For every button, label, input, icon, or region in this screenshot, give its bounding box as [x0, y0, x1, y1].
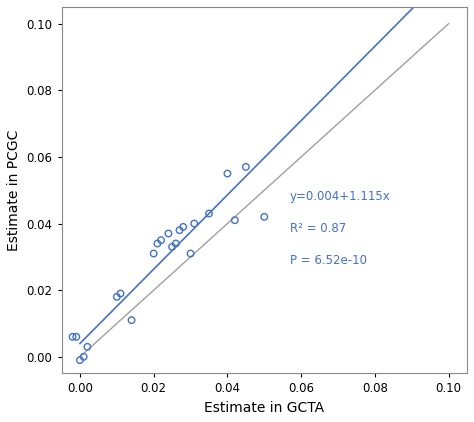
Point [224, 170, 231, 177]
Text: y=0.004+1.115x

R² = 0.87

P = 6.52e-10: y=0.004+1.115x R² = 0.87 P = 6.52e-10 [290, 190, 391, 267]
Point [154, 240, 161, 247]
Point [205, 210, 213, 217]
Point [261, 214, 268, 220]
Point [187, 250, 194, 257]
Point [83, 344, 91, 350]
Point [191, 220, 198, 227]
Y-axis label: Estimate in PCGC: Estimate in PCGC [7, 130, 21, 251]
Point [150, 250, 157, 257]
Point [113, 293, 120, 300]
Point [164, 230, 172, 237]
Point [69, 333, 76, 340]
Point [231, 217, 238, 224]
Point [117, 290, 124, 297]
Point [242, 163, 250, 170]
X-axis label: Estimate in GCTA: Estimate in GCTA [204, 401, 324, 415]
Point [179, 224, 187, 230]
Point [128, 317, 136, 324]
Point [76, 357, 84, 363]
Point [73, 333, 80, 340]
Point [168, 243, 176, 250]
Point [157, 237, 165, 243]
Point [172, 240, 180, 247]
Point [176, 227, 183, 233]
Point [80, 354, 87, 360]
